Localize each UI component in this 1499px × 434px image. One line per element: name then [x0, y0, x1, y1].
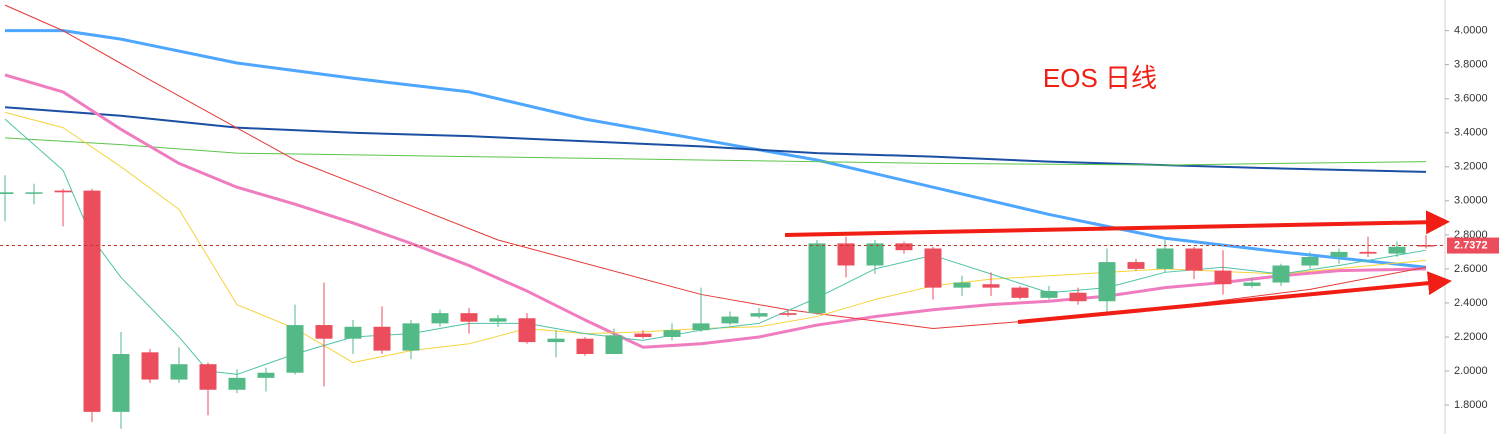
moving-average-line: [4, 118, 1427, 375]
candle-body: [1272, 265, 1290, 283]
candle-body: [1301, 256, 1319, 266]
candle-body: [0, 192, 14, 195]
candle-body: [837, 243, 855, 266]
annotation: EOS 日线: [1043, 63, 1157, 93]
candle-body: [286, 325, 304, 373]
y-tick-label: 3.6000: [1454, 93, 1488, 105]
candle-body: [1417, 245, 1435, 247]
last-price-label: 2.7372: [1454, 239, 1488, 251]
last-price-box: [1447, 237, 1499, 254]
upper-trend-arrow: [784, 210, 1450, 237]
candle-body: [547, 338, 565, 343]
candle-body: [112, 354, 130, 412]
candle-body: [1040, 291, 1058, 298]
candle-body: [1359, 251, 1377, 254]
candle-body: [576, 338, 594, 355]
candle-body: [1127, 262, 1145, 269]
candle-body: [141, 352, 159, 380]
moving-average-line: [4, 73, 1427, 349]
y-tick-label: 3.0000: [1454, 195, 1488, 207]
candle-body: [692, 323, 710, 331]
candle-body: [779, 313, 797, 315]
candle-body: [170, 364, 188, 380]
candle-body: [315, 325, 333, 339]
candle-body: [518, 318, 536, 343]
candle-body: [431, 313, 449, 324]
candle-body: [605, 335, 623, 355]
candle-body: [1011, 287, 1029, 298]
y-tick-label: 2.2000: [1454, 331, 1488, 343]
candle-body: [634, 333, 652, 337]
moving-average-line: [4, 106, 1427, 173]
y-tick-label: 4.0000: [1454, 25, 1488, 37]
candle-body: [1098, 262, 1116, 302]
y-tick-label: 3.2000: [1454, 161, 1488, 173]
candle-body: [257, 372, 275, 378]
candle-body: [83, 190, 101, 412]
lower-trend-arrow: [1017, 271, 1452, 324]
candle-body: [373, 326, 391, 351]
candle-body: [1388, 246, 1406, 254]
y-tick-label: 3.8000: [1454, 59, 1488, 71]
candle-body: [924, 248, 942, 288]
candle-body: [808, 243, 826, 314]
candle-body: [895, 243, 913, 251]
candle-body: [1156, 248, 1174, 269]
candle-body: [1243, 282, 1261, 286]
plot-area: [0, 4, 1445, 429]
moving-average-line: [5, 29, 1427, 269]
candle-body: [1214, 270, 1232, 285]
y-tick-label: 3.4000: [1454, 127, 1488, 139]
candle-body: [199, 364, 217, 390]
candle-body: [663, 330, 681, 337]
candle-body: [982, 284, 1000, 288]
y-tick-label: 2.4000: [1454, 297, 1488, 309]
candle-body: [750, 313, 768, 317]
candle-body: [402, 323, 420, 351]
price-axis: 4.00003.80003.60003.40003.20003.00002.80…: [1445, 25, 1499, 411]
candle-body: [54, 190, 72, 193]
moving-average-line: [4, 111, 1427, 364]
y-tick-label: 2.6000: [1454, 263, 1488, 275]
candle-body: [953, 282, 971, 288]
candle-body: [866, 243, 884, 266]
candle-body: [460, 313, 478, 322]
candle-body: [721, 316, 739, 324]
candle-body: [25, 192, 43, 194]
moving-average-line: [4, 137, 1427, 166]
y-tick-label: 2.0000: [1454, 365, 1488, 377]
candle-body: [1185, 248, 1203, 271]
y-tick-label: 1.8000: [1454, 399, 1488, 411]
candle-body: [1069, 292, 1087, 302]
candle-body: [228, 377, 246, 390]
candle-body: [344, 326, 362, 339]
candle-body: [489, 318, 507, 322]
candle-body: [1330, 251, 1348, 257]
